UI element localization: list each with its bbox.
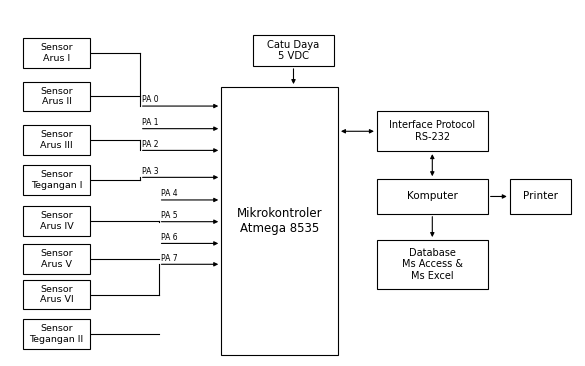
- Text: PA 3: PA 3: [142, 167, 159, 176]
- FancyBboxPatch shape: [510, 179, 571, 214]
- FancyBboxPatch shape: [377, 240, 488, 289]
- Text: Sensor
Arus V: Sensor Arus V: [40, 249, 73, 269]
- Text: Sensor
Arus I: Sensor Arus I: [40, 43, 73, 63]
- Text: PA 4: PA 4: [161, 189, 177, 198]
- Text: PA 1: PA 1: [142, 118, 159, 127]
- Text: Sensor
Arus II: Sensor Arus II: [40, 87, 73, 106]
- Text: Sensor
Arus III: Sensor Arus III: [40, 130, 73, 150]
- Text: PA 2: PA 2: [142, 140, 159, 149]
- Text: PA 0: PA 0: [142, 95, 159, 104]
- FancyBboxPatch shape: [23, 82, 90, 111]
- FancyBboxPatch shape: [23, 280, 90, 310]
- Text: PA 6: PA 6: [161, 233, 177, 242]
- Text: Interface Protocol
RS-232: Interface Protocol RS-232: [389, 120, 476, 142]
- FancyBboxPatch shape: [221, 87, 338, 355]
- FancyBboxPatch shape: [23, 38, 90, 68]
- Text: Sensor
Arus IV: Sensor Arus IV: [40, 211, 73, 231]
- Text: PA 7: PA 7: [161, 254, 177, 262]
- FancyBboxPatch shape: [23, 206, 90, 236]
- Text: Database
Ms Access &
Ms Excel: Database Ms Access & Ms Excel: [402, 248, 463, 281]
- FancyBboxPatch shape: [23, 165, 90, 195]
- Text: Sensor
Arus VI: Sensor Arus VI: [40, 285, 73, 305]
- Text: Catu Daya
5 VDC: Catu Daya 5 VDC: [267, 40, 319, 61]
- Text: Sensor
Tegangan II: Sensor Tegangan II: [29, 324, 84, 344]
- FancyBboxPatch shape: [23, 319, 90, 348]
- FancyBboxPatch shape: [377, 179, 488, 214]
- Text: Sensor
Tegangan I: Sensor Tegangan I: [31, 170, 82, 190]
- FancyBboxPatch shape: [253, 35, 334, 66]
- FancyBboxPatch shape: [377, 111, 488, 151]
- Text: Printer: Printer: [523, 191, 558, 201]
- FancyBboxPatch shape: [23, 244, 90, 274]
- Text: PA 5: PA 5: [161, 211, 177, 220]
- FancyBboxPatch shape: [23, 125, 90, 155]
- Text: Mikrokontroler
Atmega 8535: Mikrokontroler Atmega 8535: [237, 207, 322, 235]
- Text: Komputer: Komputer: [407, 191, 457, 201]
